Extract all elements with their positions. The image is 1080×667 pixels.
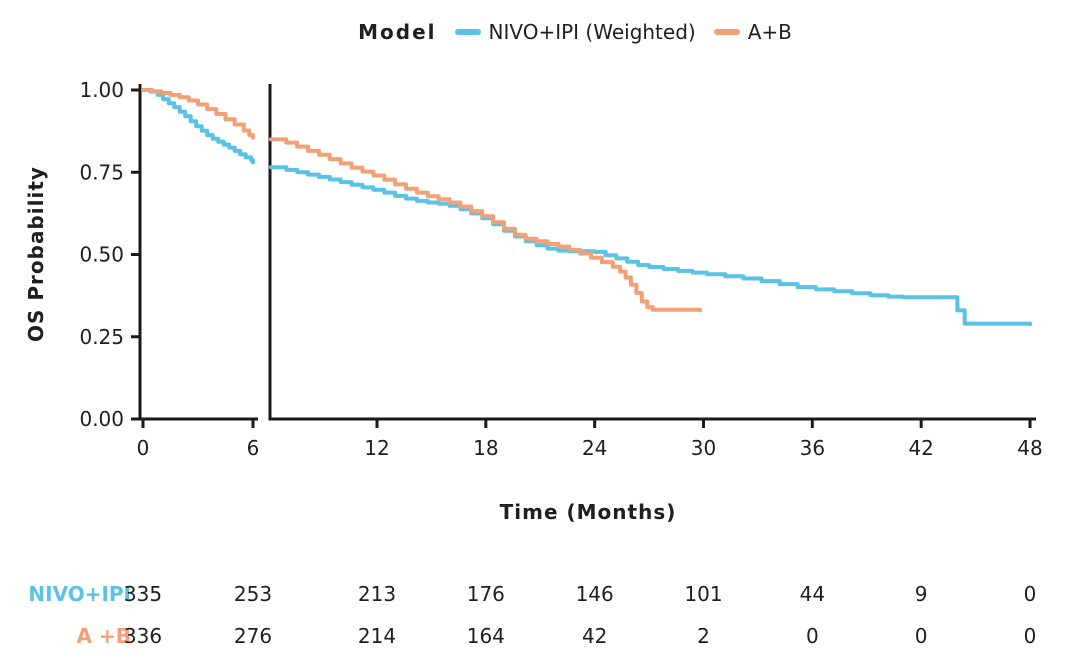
- svg-text:42: 42: [582, 624, 607, 648]
- svg-text:24: 24: [582, 436, 607, 460]
- svg-text:0.75: 0.75: [79, 160, 124, 184]
- legend-entry-a-b-label: A+B: [747, 20, 792, 44]
- svg-text:12: 12: [364, 436, 389, 460]
- svg-text:48: 48: [1017, 436, 1042, 460]
- legend-entry-nivo-ipi: NIVO+IPI (Weighted): [454, 20, 696, 44]
- legend-title: Model: [358, 20, 437, 44]
- svg-text:213: 213: [358, 582, 396, 606]
- svg-text:253: 253: [234, 582, 272, 606]
- svg-text:1.00: 1.00: [79, 78, 124, 102]
- x-axis-title: Time (Months): [499, 500, 677, 524]
- svg-text:0: 0: [1024, 582, 1037, 606]
- svg-text:NIVO+IPI: NIVO+IPI: [28, 582, 131, 606]
- svg-text:0: 0: [137, 436, 150, 460]
- legend-entry-a-b: A+B: [713, 20, 792, 44]
- svg-text:0: 0: [915, 624, 928, 648]
- nivo-ipi-line-swatch: [454, 29, 481, 35]
- svg-text:176: 176: [467, 582, 505, 606]
- svg-text:0: 0: [806, 624, 819, 648]
- svg-text:0: 0: [1024, 624, 1037, 648]
- legend-entry-nivo-ipi-label: NIVO+IPI (Weighted): [488, 20, 696, 44]
- svg-text:335: 335: [124, 582, 162, 606]
- chart-legend: Model NIVO+IPI (Weighted) A+B: [70, 20, 1080, 44]
- svg-text:214: 214: [358, 624, 396, 648]
- svg-text:146: 146: [576, 582, 614, 606]
- a-b-line-swatch: [713, 29, 740, 35]
- svg-text:2: 2: [697, 624, 710, 648]
- svg-text:9: 9: [915, 582, 928, 606]
- svg-text:0.00: 0.00: [79, 407, 124, 431]
- svg-text:0.50: 0.50: [79, 243, 124, 267]
- svg-text:A +B: A +B: [77, 624, 131, 648]
- svg-text:276: 276: [234, 624, 272, 648]
- svg-text:6: 6: [247, 436, 260, 460]
- svg-text:164: 164: [467, 624, 505, 648]
- svg-text:42: 42: [908, 436, 933, 460]
- svg-text:0.25: 0.25: [79, 325, 124, 349]
- svg-text:18: 18: [473, 436, 498, 460]
- svg-text:30: 30: [691, 436, 716, 460]
- svg-text:336: 336: [124, 624, 162, 648]
- svg-text:36: 36: [800, 436, 825, 460]
- svg-text:101: 101: [684, 582, 722, 606]
- svg-text:44: 44: [800, 582, 825, 606]
